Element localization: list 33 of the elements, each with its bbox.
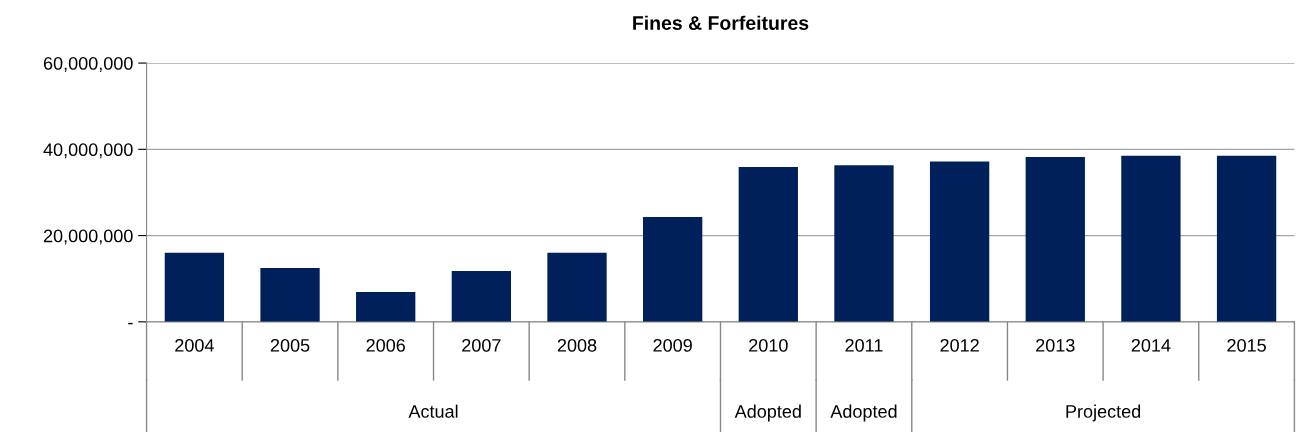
bar (356, 292, 416, 322)
x-tick-label: 2005 (270, 338, 310, 352)
x-tick-label: 2007 (462, 338, 501, 352)
x-tick-label: 2015 (1227, 338, 1266, 352)
chart-title: Fines & Forfeitures (633, 15, 809, 30)
bar (260, 267, 320, 322)
y-tick-label: 40,000,000 (43, 143, 133, 159)
x-tick-label: 2008 (557, 338, 597, 352)
bar (1025, 157, 1085, 322)
bar (164, 252, 225, 322)
bar (547, 252, 607, 322)
x-tick-label: 2010 (749, 338, 788, 352)
bar (1216, 155, 1277, 322)
text: Adopted (734, 404, 801, 422)
bar (643, 217, 703, 322)
text: Actual (408, 404, 458, 418)
bar (451, 270, 511, 322)
bar (1121, 155, 1181, 322)
x-tick-label: 2006 (366, 338, 405, 352)
x-tick-label: 2011 (845, 338, 883, 352)
x-tick-label: 2004 (175, 338, 214, 352)
text: Adopted (830, 404, 897, 422)
bar (929, 161, 990, 322)
y-tick-label: 20,000,000 (43, 229, 133, 245)
bar (834, 165, 894, 322)
x-tick-label: 2009 (653, 338, 692, 352)
text: Projected (1066, 404, 1141, 422)
y-tick-label: - (128, 322, 133, 325)
x-tick-label: 2012 (940, 338, 979, 352)
y-tick-label: 60,000,000 (43, 57, 133, 72)
x-tick-label: 2014 (1131, 338, 1171, 352)
x-tick-label: 2013 (1036, 338, 1075, 352)
bar (738, 167, 798, 322)
